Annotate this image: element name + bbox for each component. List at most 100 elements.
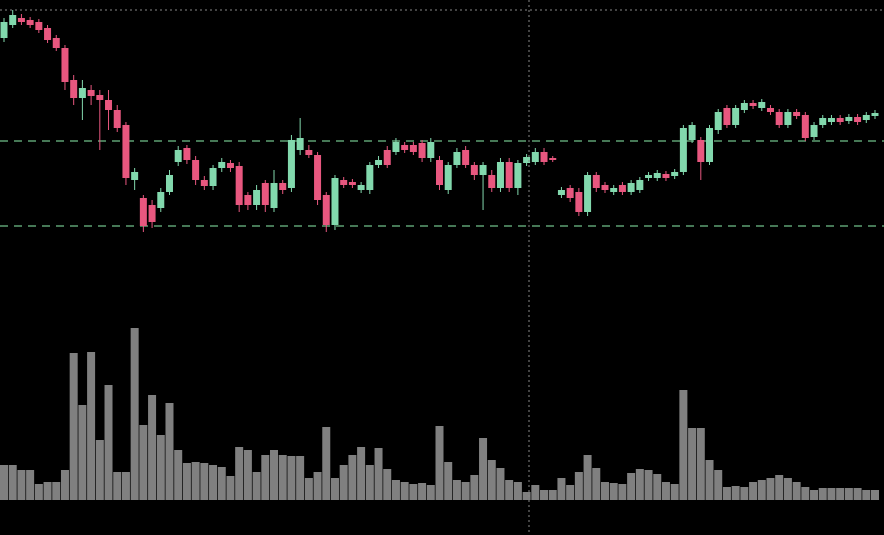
volume-bar [0,465,8,500]
volume-bar [618,484,627,500]
candle-body [862,115,870,120]
volume-bar [479,438,488,500]
candle-body [645,175,653,178]
volume-bar [583,455,592,500]
candle-body [801,115,809,138]
candle-body [226,163,234,168]
candle-body [174,150,182,162]
volume-bar [461,482,470,500]
volume-bar [714,470,723,500]
volume-bar [435,426,444,500]
volume-bar [121,472,130,500]
candle-body [61,48,69,82]
volume-bar [391,480,400,500]
volume-bar [87,352,96,500]
volume-bar [69,353,78,500]
volume-bar [775,475,784,500]
candle-body [340,180,348,185]
candle-body [253,190,261,205]
volume-bar [139,425,148,500]
candle-body [749,103,757,106]
volume-bar [104,385,113,500]
volume-bar [688,428,697,500]
candle-body [279,183,287,190]
volume-bar [844,488,853,500]
candle-body [653,173,661,178]
candle-body [52,38,60,48]
candle-body [784,112,792,125]
volume-bar [757,480,766,500]
candle-body [131,172,139,180]
candle-body [331,178,339,225]
volume-bar [165,403,174,500]
candle-body [322,195,330,225]
candle-body [584,175,592,212]
candle-body [793,112,801,116]
volume-bar [801,487,810,500]
candle-body [592,175,600,188]
candle-body [87,90,95,96]
volume-bar [26,470,35,500]
volume-bar [296,456,305,500]
volume-bar [418,483,427,500]
volume-bar [60,470,69,500]
candle-body [357,185,365,190]
candle-body [183,148,191,160]
volume-bar [792,482,801,500]
volume-bar [783,478,792,500]
volume-bar [43,482,52,500]
volume-bar [113,472,122,500]
volume-bar [696,428,705,500]
candle-body [462,150,470,165]
candle-body [758,102,766,108]
volume-bar [339,465,348,500]
volume-bar [862,490,871,500]
candle-body [845,117,853,121]
volume-bar [496,468,505,500]
volume-bar [818,488,827,500]
volume-bar [731,486,740,500]
volume-bar [34,484,43,500]
volume-bar [182,463,191,500]
volume-bar [243,450,252,500]
candle-body [113,110,121,128]
candle-body [218,162,226,168]
volume-bar [557,478,566,500]
volume-bar [409,484,418,500]
volume-bar [261,455,270,500]
candle-body [192,160,200,180]
volume-bar [8,465,17,500]
candle-body [836,118,844,122]
candle-body [766,108,774,112]
volume-bar [827,488,836,500]
candle-body [601,185,609,190]
volume-bar [566,485,575,500]
volume-bar [766,478,775,500]
volume-bar [505,480,514,500]
volume-bar [148,395,157,500]
candle-body [531,152,539,162]
volume-bar [287,456,296,500]
volume-bar [522,492,531,500]
candle-body [627,183,635,192]
volume-bar [217,467,226,500]
volume-bar [513,482,522,500]
candle-body [139,198,147,226]
volume-bar [156,435,165,500]
candle-body [200,180,208,186]
candle-body [209,168,217,186]
candle-body [122,125,130,178]
candle-body [235,166,243,205]
candle-body [496,162,504,188]
volume-bar [52,482,61,500]
candle-body [827,118,835,122]
candle-body [662,174,670,178]
volume-bar [548,490,557,500]
candle-body [566,188,574,198]
candle-body [871,113,879,116]
candle-body [688,125,696,140]
candle-body [444,165,452,190]
candle-body [26,20,34,25]
candle-body [383,150,391,165]
candle-body [775,112,783,125]
